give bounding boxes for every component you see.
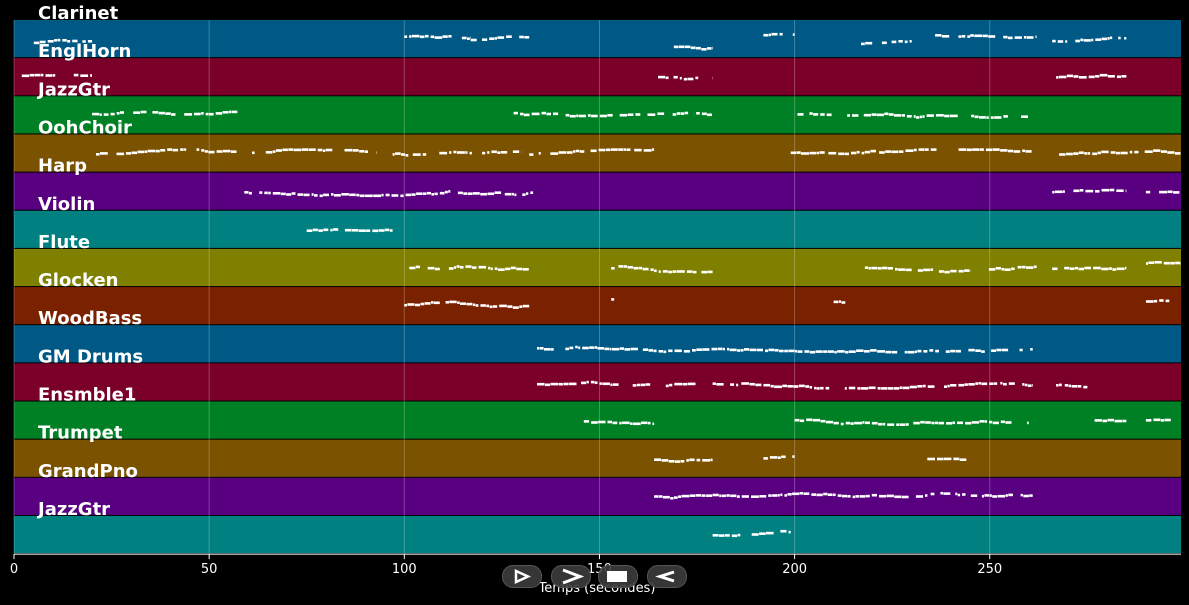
note-segment xyxy=(244,190,534,198)
note-segment xyxy=(794,418,1029,426)
play-button[interactable] xyxy=(502,565,542,588)
note-segment xyxy=(470,35,530,42)
note-segment xyxy=(1094,418,1127,423)
track-label: WoodBass xyxy=(38,308,142,329)
track-label: Glocken xyxy=(38,270,119,291)
note-segment xyxy=(1145,190,1180,194)
x-tick-label: 50 xyxy=(201,562,218,577)
track-band xyxy=(14,401,1181,439)
note-segment xyxy=(21,73,92,78)
x-tick-label: 0 xyxy=(10,562,18,577)
track-band xyxy=(14,287,1181,325)
note-segment xyxy=(404,300,530,309)
note-segment xyxy=(1056,383,1088,389)
note-segment xyxy=(790,148,1032,156)
note-segment xyxy=(537,345,1033,354)
note-segment xyxy=(1052,266,1127,271)
note-segment xyxy=(658,75,713,81)
note-segment xyxy=(763,455,795,460)
note-segment xyxy=(1145,299,1170,303)
track-band xyxy=(14,172,1181,210)
note-segment xyxy=(654,458,713,463)
note-segment xyxy=(1052,188,1127,194)
note-segment xyxy=(306,228,393,233)
note-segment xyxy=(611,298,615,301)
track-band xyxy=(14,20,1181,58)
track-label: OohChoir xyxy=(38,117,132,138)
track-label: EnglHorn xyxy=(38,41,131,62)
note-segment xyxy=(712,529,791,538)
note-segment xyxy=(1056,73,1127,79)
forward-button[interactable] xyxy=(551,565,591,588)
stop-square-icon xyxy=(607,571,627,582)
note-segment xyxy=(1145,261,1181,266)
note-segment xyxy=(513,111,712,118)
note-segment xyxy=(96,148,237,156)
track-label: Violin xyxy=(38,194,95,215)
note-segment xyxy=(404,34,471,40)
note-segment xyxy=(537,380,651,387)
note-segment xyxy=(1059,149,1181,156)
note-segment xyxy=(665,382,696,388)
track-band xyxy=(14,210,1181,248)
track-band xyxy=(14,248,1181,287)
note-segment xyxy=(763,32,795,37)
rewind-left-icon xyxy=(655,570,675,583)
x-tick-label: 200 xyxy=(782,562,807,577)
play-outline-icon xyxy=(514,569,532,584)
track-label: JazzGtr xyxy=(36,499,110,520)
track-label: Clarinet xyxy=(38,3,119,24)
track-band xyxy=(14,439,1181,477)
note-segment xyxy=(1145,418,1171,422)
track-band xyxy=(14,134,1181,172)
chevron-right-icon xyxy=(562,568,585,585)
stop-button[interactable] xyxy=(598,565,638,588)
note-segment xyxy=(583,420,655,426)
track-label: GM Drums xyxy=(38,346,143,367)
playback-controls xyxy=(502,565,692,588)
note-segment xyxy=(861,40,912,46)
note-segment xyxy=(392,150,522,157)
track-label: JazzGtr xyxy=(36,79,110,100)
track-label: Trumpet xyxy=(38,423,123,444)
note-segment xyxy=(529,148,655,156)
note-segment xyxy=(988,265,1037,271)
track-label: Ensmble1 xyxy=(38,385,136,406)
rewind-button[interactable] xyxy=(647,565,687,588)
track-label: Flute xyxy=(38,232,90,253)
note-segment xyxy=(409,265,529,271)
note-segment xyxy=(92,110,238,116)
track-band xyxy=(14,325,1181,363)
note-segment xyxy=(33,38,93,45)
note-segment xyxy=(654,491,1033,500)
note-segment xyxy=(970,34,1037,40)
note-segment xyxy=(252,148,377,155)
track-band xyxy=(14,515,1181,554)
note-segment xyxy=(927,457,967,461)
note-segment xyxy=(673,45,713,51)
track-label: Harp xyxy=(38,156,87,177)
x-tick-label: 100 xyxy=(392,562,417,577)
track-label: GrandPno xyxy=(38,461,138,482)
note-segment xyxy=(833,300,846,304)
note-segment xyxy=(935,34,971,38)
note-segment xyxy=(1052,36,1127,43)
track-band xyxy=(14,58,1181,96)
note-segment xyxy=(611,265,713,274)
x-tick-label: 250 xyxy=(977,562,1002,577)
note-segment xyxy=(797,112,1028,119)
note-segment xyxy=(864,266,971,274)
note-segment xyxy=(712,381,1033,390)
